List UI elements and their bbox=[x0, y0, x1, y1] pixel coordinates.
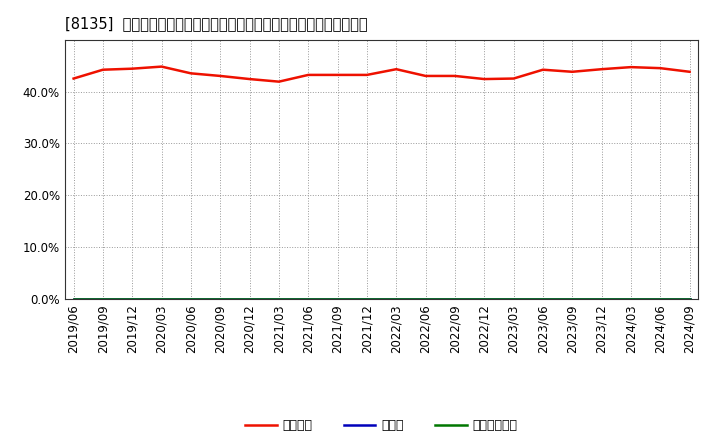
自己資本 bbox=[626, 65, 635, 70]
のれん bbox=[656, 297, 665, 302]
自己資本 bbox=[99, 67, 107, 72]
自己資本 bbox=[598, 66, 606, 72]
のれん bbox=[421, 297, 430, 302]
のれん bbox=[392, 297, 400, 302]
自己資本 bbox=[480, 77, 489, 82]
Line: 自己資本: 自己資本 bbox=[73, 66, 690, 82]
自己資本 bbox=[69, 76, 78, 81]
繰延税金資産 bbox=[333, 297, 342, 302]
のれん bbox=[128, 297, 137, 302]
繰延税金資産 bbox=[480, 297, 489, 302]
自己資本 bbox=[363, 72, 372, 77]
のれん bbox=[539, 297, 547, 302]
のれん bbox=[509, 297, 518, 302]
繰延税金資産 bbox=[246, 297, 254, 302]
繰延税金資産 bbox=[392, 297, 400, 302]
自己資本 bbox=[509, 76, 518, 81]
のれん bbox=[99, 297, 107, 302]
自己資本 bbox=[157, 64, 166, 69]
のれん bbox=[598, 297, 606, 302]
のれん bbox=[216, 297, 225, 302]
のれん bbox=[568, 297, 577, 302]
自己資本 bbox=[128, 66, 137, 71]
自己資本 bbox=[333, 72, 342, 77]
自己資本 bbox=[539, 67, 547, 72]
自己資本 bbox=[274, 79, 283, 84]
自己資本 bbox=[421, 73, 430, 79]
自己資本 bbox=[451, 73, 459, 79]
Legend: 自己資本, のれん, 繰延税金資産: 自己資本, のれん, 繰延税金資産 bbox=[240, 414, 523, 437]
のれん bbox=[69, 297, 78, 302]
繰延税金資産 bbox=[451, 297, 459, 302]
のれん bbox=[274, 297, 283, 302]
繰延税金資産 bbox=[656, 297, 665, 302]
繰延税金資産 bbox=[509, 297, 518, 302]
のれん bbox=[186, 297, 195, 302]
のれん bbox=[304, 297, 312, 302]
のれん bbox=[157, 297, 166, 302]
自己資本 bbox=[304, 72, 312, 77]
のれん bbox=[246, 297, 254, 302]
のれん bbox=[333, 297, 342, 302]
のれん bbox=[685, 297, 694, 302]
自己資本 bbox=[216, 73, 225, 79]
繰延税金資産 bbox=[598, 297, 606, 302]
のれん bbox=[626, 297, 635, 302]
繰延税金資産 bbox=[216, 297, 225, 302]
繰延税金資産 bbox=[421, 297, 430, 302]
繰延税金資産 bbox=[69, 297, 78, 302]
自己資本 bbox=[246, 77, 254, 82]
繰延税金資産 bbox=[186, 297, 195, 302]
自己資本 bbox=[656, 66, 665, 71]
自己資本 bbox=[392, 66, 400, 72]
繰延税金資産 bbox=[568, 297, 577, 302]
繰延税金資産 bbox=[363, 297, 372, 302]
繰延税金資産 bbox=[157, 297, 166, 302]
繰延税金資産 bbox=[539, 297, 547, 302]
繰延税金資産 bbox=[99, 297, 107, 302]
のれん bbox=[480, 297, 489, 302]
自己資本 bbox=[685, 69, 694, 74]
繰延税金資産 bbox=[128, 297, 137, 302]
繰延税金資産 bbox=[626, 297, 635, 302]
自己資本 bbox=[568, 69, 577, 74]
Text: [8135]  自己資本、のれん、繰延税金資産の総資産に対する比率の推移: [8135] 自己資本、のれん、繰延税金資産の総資産に対する比率の推移 bbox=[65, 16, 367, 32]
繰延税金資産 bbox=[685, 297, 694, 302]
自己資本 bbox=[186, 71, 195, 76]
のれん bbox=[451, 297, 459, 302]
繰延税金資産 bbox=[274, 297, 283, 302]
繰延税金資産 bbox=[304, 297, 312, 302]
のれん bbox=[363, 297, 372, 302]
